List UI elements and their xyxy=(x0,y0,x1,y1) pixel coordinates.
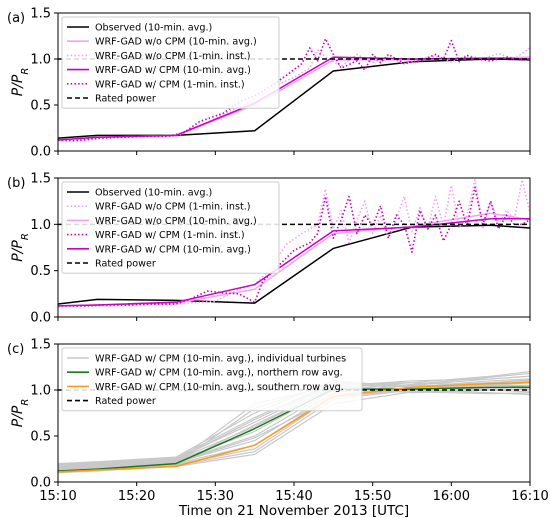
turbine-line-6 xyxy=(58,372,530,469)
y-tick-label: 1.5 xyxy=(30,172,51,187)
y-tick-label: 0.5 xyxy=(30,264,51,279)
series-line-5 xyxy=(58,218,530,307)
x-tick-label: 15:20 xyxy=(118,489,155,504)
y-label-main: P/P xyxy=(10,240,26,262)
panel-label: (b) xyxy=(7,176,25,191)
y-tick-label: 0.5 xyxy=(30,99,51,114)
panel-label: (c) xyxy=(7,342,24,357)
turbine-line-1 xyxy=(58,384,530,474)
x-tick-label: 16:00 xyxy=(433,489,470,504)
legend-box xyxy=(61,347,363,412)
series-line-3 xyxy=(58,381,530,473)
plot-area xyxy=(58,179,530,308)
x-tick-label: 15:10 xyxy=(39,489,76,504)
y-tick-label: 1.5 xyxy=(30,7,51,22)
y-tick-label: 0.0 xyxy=(30,311,51,326)
y-label-subscript: R xyxy=(20,399,31,406)
plot-area xyxy=(58,37,530,142)
y-tick-label: 1.0 xyxy=(30,384,51,399)
y-axis-label: P/PR xyxy=(10,233,31,262)
y-label-main: P/P xyxy=(10,74,26,96)
series-line-1 xyxy=(58,224,530,305)
legend-entry-3: WRF-GAD w/ CPM (10-min. avg.), southern … xyxy=(95,382,344,393)
panel-c: 0.0 0.5 1.0 1.5 15:10 15:20 15:30 15:40 15:50 16:… xyxy=(7,338,549,518)
x-axis-label: Time on 21 November 2013 [UTC] xyxy=(178,503,409,518)
legend: Observed (10-min. avg.) WRF-GAD w/o CPM (… xyxy=(61,181,280,274)
legend-entry-6: Rated power xyxy=(95,259,156,270)
x-tick-label: 16:10 xyxy=(511,489,548,504)
panel-b: 0.0 0.5 1.0 1.5 P/PR (b) Observed (10-min. avg… xyxy=(7,172,531,326)
legend-entry-1: Observed (10-min. avg.) xyxy=(95,188,212,199)
x-tick-label: 15:30 xyxy=(197,489,234,504)
y-tick-label: 0.5 xyxy=(30,430,51,445)
y-tick-label: 0.0 xyxy=(30,476,51,491)
y-label-subscript: R xyxy=(20,68,31,75)
legend-entry-2: WRF-GAD w/o CPM (10-min. avg.) xyxy=(95,37,257,48)
legend-entry-2: WRF-GAD w/o CPM (1-min. inst.) xyxy=(95,202,251,213)
panel-a: 0.0 0.5 1.0 1.5 P/PR (a) Observed (10-min. avg… xyxy=(7,7,531,160)
legend: WRF-GAD w/ CPM (10-min. avg.), individua… xyxy=(61,347,363,412)
y-tick-label: 1.0 xyxy=(30,218,51,233)
legend-box xyxy=(61,16,280,109)
y-label-subscript: R xyxy=(20,233,31,240)
panel-label: (a) xyxy=(7,11,25,26)
legend-entry-3: WRF-GAD w/o CPM (1-min. inst.) xyxy=(95,51,251,62)
legend-entry-1: WRF-GAD w/ CPM (10-min. avg.), individua… xyxy=(95,354,346,365)
legend-entry-1: Observed (10-min. avg.) xyxy=(95,23,212,34)
y-axis-label: P/PR xyxy=(10,399,31,428)
y-tick-label: 1.5 xyxy=(30,338,51,353)
legend-entry-6: Rated power xyxy=(95,94,156,105)
legend-box xyxy=(61,181,280,274)
y-tick-label: 1.0 xyxy=(30,53,51,68)
x-tick-label: 15:50 xyxy=(354,489,391,504)
y-axis-label: P/PR xyxy=(10,68,31,97)
y-label-main: P/P xyxy=(10,405,26,427)
series-line-4 xyxy=(58,186,530,307)
legend-entry-5: WRF-GAD w/ CPM (1-min. inst.) xyxy=(95,79,245,90)
y-tick-label: 0.0 xyxy=(30,145,51,160)
legend-entry-4: WRF-GAD w/ CPM (1-min. inst.) xyxy=(95,230,245,241)
legend-entry-4: WRF-GAD w/ CPM (10-min. avg.) xyxy=(95,65,251,76)
x-tick-label: 15:40 xyxy=(275,489,312,504)
legend: Observed (10-min. avg.) WRF-GAD w/o CPM (… xyxy=(61,16,280,109)
legend-entry-4: Rated power xyxy=(95,396,156,407)
legend-entry-5: WRF-GAD w/ CPM (10-min. avg.) xyxy=(95,244,251,255)
legend-entry-2: WRF-GAD w/ CPM (10-min. avg.), northern … xyxy=(95,368,343,379)
legend-entry-3: WRF-GAD w/o CPM (10-min. avg.) xyxy=(95,216,257,227)
turbine-line-15 xyxy=(58,381,530,470)
